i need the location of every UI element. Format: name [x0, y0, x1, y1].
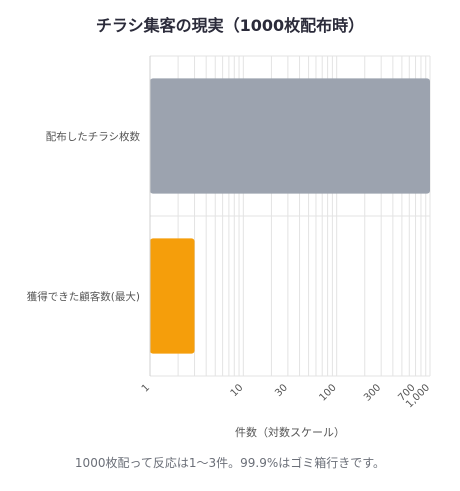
category-label: 獲得できた顧客数(最大) — [27, 290, 140, 303]
bar — [150, 78, 430, 194]
x-tick-label: 10 — [229, 382, 246, 399]
bar — [150, 238, 195, 354]
x-tick-label: 100 — [318, 382, 339, 403]
x-axis-title: 件数（対数スケール） — [235, 425, 345, 439]
bars — [150, 78, 430, 354]
chart-title: チラシ集客の現実（1000枚配布時） — [95, 16, 365, 35]
chart-caption: 1000枚配って反応は1〜3件。99.9%はゴミ箱行きです。 — [74, 456, 386, 470]
x-tick-label: 1 — [140, 382, 152, 394]
x-tick-label: 30 — [273, 382, 290, 399]
category-label: 配布したチラシ枚数 — [46, 130, 141, 143]
x-tick-label: 300 — [362, 382, 383, 403]
